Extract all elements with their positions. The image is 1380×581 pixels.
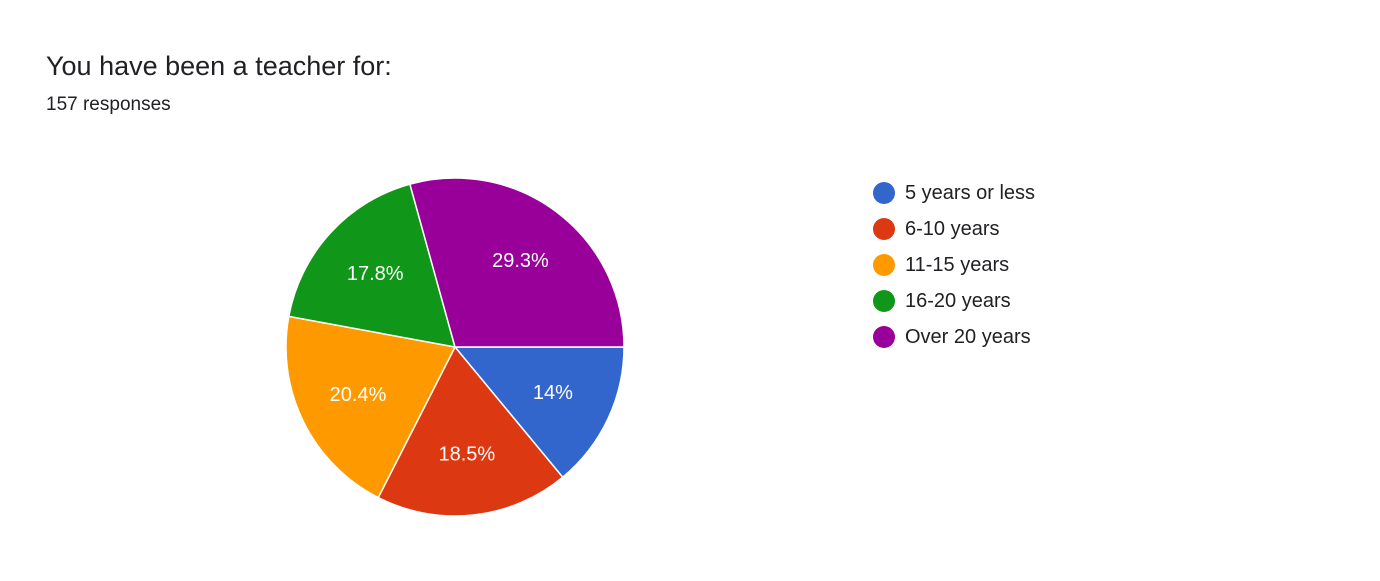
- chart-legend: 5 years or less 6-10 years 11-15 years 1…: [873, 175, 1035, 355]
- pie-slice[interactable]: [287, 183, 457, 348]
- legend-label: 16-20 years: [905, 290, 1011, 312]
- slice-percent-label: 14%: [533, 382, 573, 404]
- legend-label: Over 20 years: [905, 326, 1031, 348]
- pie-slice[interactable]: [377, 345, 564, 517]
- slice-percent-label: 17.8%: [347, 263, 404, 285]
- legend-label: 11-15 years: [905, 254, 1010, 276]
- legend-swatch-icon: [873, 326, 895, 348]
- legend-item[interactable]: 6-10 years: [873, 211, 1035, 247]
- legend-swatch-icon: [873, 218, 895, 240]
- response-count: 157 responses: [46, 94, 171, 115]
- legend-swatch-icon: [873, 182, 895, 204]
- pie-slice[interactable]: [285, 315, 457, 499]
- chart-title: You have been a teacher for:: [46, 51, 392, 81]
- pie-slice[interactable]: [453, 346, 625, 479]
- slice-percent-label: 29.3%: [492, 250, 549, 272]
- pie-slice[interactable]: [408, 177, 625, 348]
- legend-swatch-icon: [873, 254, 895, 276]
- slice-percent-label: 18.5%: [439, 444, 496, 466]
- legend-item[interactable]: Over 20 years: [873, 319, 1035, 355]
- legend-item[interactable]: 5 years or less: [873, 175, 1035, 211]
- legend-label: 5 years or less: [905, 182, 1036, 204]
- legend-item[interactable]: 11-15 years: [873, 247, 1035, 283]
- legend-label: 6-10 years: [905, 218, 1000, 240]
- legend-item[interactable]: 16-20 years: [873, 283, 1035, 319]
- slice-percent-label: 20.4%: [330, 384, 387, 406]
- legend-swatch-icon: [873, 290, 895, 312]
